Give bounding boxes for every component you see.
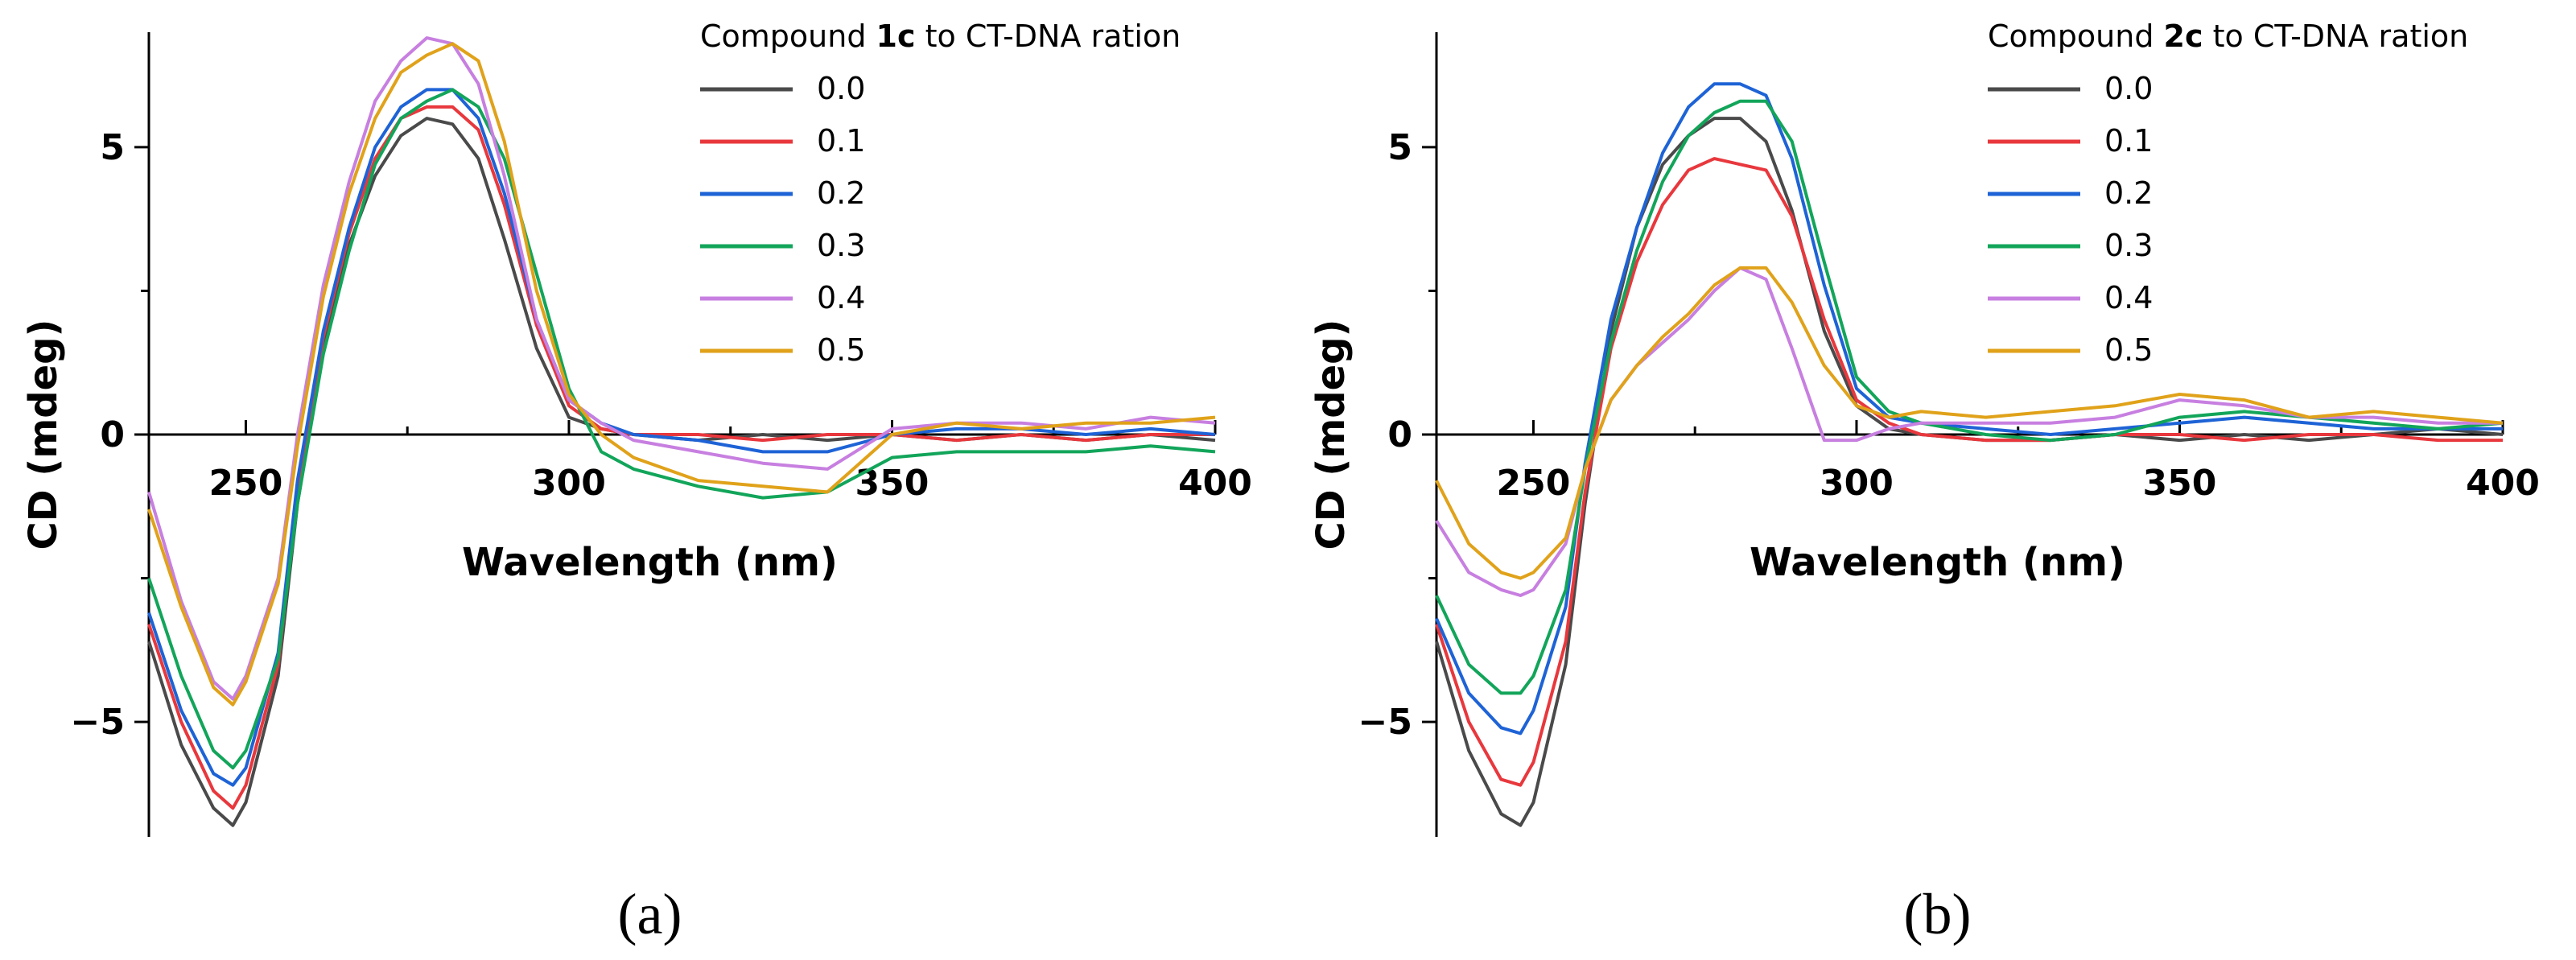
chart-a-legend-label-0.2: 0.2 [817, 175, 865, 211]
chart-a-y-tick-label: 5 [100, 127, 125, 168]
chart-b-panel-label: (b) [1904, 882, 1972, 946]
chart-a-legend-label-0.5: 0.5 [817, 332, 865, 368]
chart-b-series-line-0.3 [1435, 99, 2504, 695]
chart-a-series-line-0.3 [147, 88, 1216, 770]
chart-b-legend-label-0.2: 0.2 [2104, 175, 2153, 211]
chart-b-legend-label-0.4: 0.4 [2104, 280, 2153, 315]
chart-b-legend-label-0.3: 0.3 [2104, 228, 2153, 263]
chart-a-legend-title: Compound 1c to CT-DNA ration [700, 19, 1181, 54]
chart-a-y-axis-title: CD (mdeg) [21, 319, 66, 550]
chart-b-legend-label-0.0: 0.0 [2104, 71, 2153, 106]
chart-b-series-line-0.4 [1435, 266, 2503, 597]
chart-a-series-line-0.2 [147, 88, 1216, 787]
chart-b-y-tick-label: −5 [1358, 702, 1412, 743]
chart-a-y-tick-label: −5 [71, 702, 125, 743]
chart-b-x-tick-label: 350 [2143, 463, 2217, 504]
chart-b-legend-label-0.1: 0.1 [2104, 123, 2153, 159]
chart-b-y-axis-title: CD (mdeg) [1309, 319, 1354, 550]
chart-a-x-tick-label: 300 [532, 463, 606, 504]
chart-b-x-axis-title: Wavelength (nm) [1750, 540, 2125, 585]
chart-b-x-tick-label: 400 [2466, 463, 2540, 504]
chart-panel-a: −5 0 5 250 300 350 400 Wavelength (nm) CD (mdeg)… [21, 19, 1252, 946]
chart-a-series-line-0.5 [147, 42, 1216, 707]
chart-a-series-line-0.4 [147, 36, 1216, 701]
chart-a-legend-label-0.3: 0.3 [817, 228, 865, 263]
chart-b-series-line-0.2 [1435, 82, 2503, 735]
chart-a-series-line-0.1 [147, 105, 1215, 810]
chart-b-series-line-0.1 [1435, 157, 2503, 787]
chart-b-legend-title: Compound 2c to CT-DNA ration [1988, 19, 2468, 54]
chart-a-legend-label-0.4: 0.4 [817, 280, 865, 315]
chart-b-y-tick-label: 5 [1387, 127, 1412, 168]
chart-a-panel-label: (a) [618, 882, 682, 946]
chart-panel-b: −5 0 5 250 300 350 400 Wavelength (nm) CD (mdeg)… [1288, 0, 2575, 960]
chart-b-x-tick-label: 300 [1820, 463, 1894, 504]
chart-a-x-tick-label: 250 [209, 463, 283, 504]
chart-b-series-line-0.0 [1435, 117, 2504, 827]
chart-b-series-line-0.5 [1435, 266, 2504, 580]
chart-a-x-tick-label: 350 [855, 463, 929, 504]
chart-a-y-tick-label: 0 [100, 414, 125, 455]
chart-a-x-axis-title: Wavelength (nm) [462, 540, 838, 585]
chart-b-legend-label-0.5: 0.5 [2104, 332, 2153, 368]
chart-b-y-tick-label: 0 [1387, 414, 1412, 455]
chart-a-series-line-0.0 [147, 117, 1216, 827]
cd-spectrum-chart-a: −5 0 5 250 300 350 400 Wavelength (nm) CD (mdeg)… [21, 19, 1252, 946]
chart-b-x-tick-label: 250 [1497, 463, 1571, 504]
chart-a-legend-label-0.0: 0.0 [817, 71, 865, 106]
chart-a-legend-label-0.1: 0.1 [817, 123, 865, 159]
cd-spectrum-chart-b: −5 0 5 250 300 350 400 Wavelength (nm) CD (mdeg)… [1309, 19, 2540, 946]
chart-a-x-tick-label: 400 [1178, 463, 1252, 504]
